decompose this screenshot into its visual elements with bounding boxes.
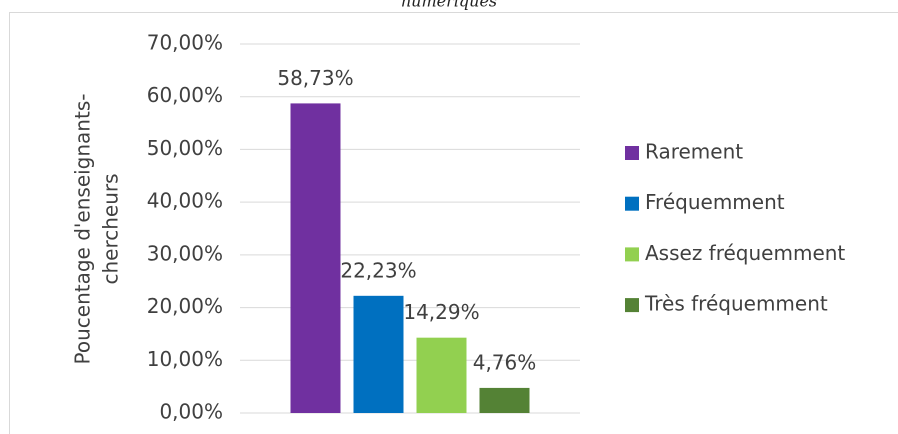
chart-title: numériques [401, 0, 497, 11]
bar [353, 295, 404, 413]
y-axis-label-line: Poucentage d'enseignants- [71, 94, 95, 365]
y-axis-label-line: chercheurs [99, 173, 123, 284]
legend-label: Rarement [645, 140, 743, 164]
y-tick-label: 20,00% [147, 294, 223, 318]
y-tick-label: 50,00% [147, 136, 223, 160]
legend-swatch [625, 247, 639, 262]
y-tick-label: 70,00% [147, 31, 223, 55]
legend-swatch [625, 146, 639, 160]
y-tick-label: 10,00% [147, 347, 223, 371]
data-label: 14,29% [403, 300, 479, 324]
data-label: 58,73% [277, 66, 353, 90]
legend-swatch [625, 298, 639, 313]
y-axis-label: Poucentage d'enseignants- chercheurs [71, 94, 123, 365]
legend-label: Fréquemment [645, 190, 785, 214]
bar [416, 337, 467, 413]
data-label: 4,76% [473, 350, 537, 374]
y-tick-label: 60,00% [147, 83, 223, 107]
bar [290, 103, 341, 413]
chart-frame [9, 12, 898, 434]
legend-swatch [625, 196, 639, 211]
y-tick-label: 40,00% [147, 189, 223, 213]
legend-label: Assez fréquemment [645, 241, 845, 265]
y-tick-label: 0,00% [159, 400, 223, 424]
bar [479, 387, 530, 413]
legend-label: Très fréquemment [644, 292, 828, 316]
y-tick-label: 30,00% [147, 241, 223, 265]
data-label: 22,23% [340, 258, 416, 282]
